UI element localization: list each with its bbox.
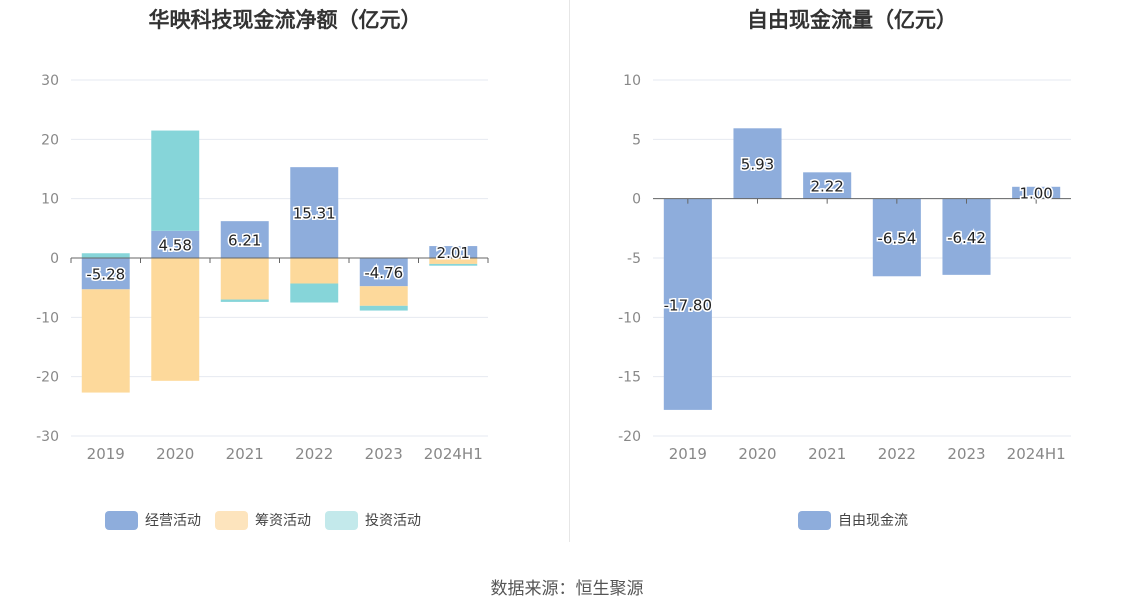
- legend-swatch-investing: [325, 510, 358, 530]
- right-x-tick-label: 2020: [738, 445, 776, 463]
- right-y-tick-label: -5: [627, 251, 641, 267]
- left-y-tick-label: 20: [41, 132, 59, 148]
- left-data-label: -5.28: [86, 266, 125, 284]
- left-chart-legend: 经营活动 筹资活动 投资活动: [105, 510, 435, 530]
- right-bar-自由现金流: [1012, 186, 1061, 199]
- left-bar-投资活动: [429, 263, 478, 266]
- right-y-tick-label: -15: [618, 370, 641, 386]
- left-x-tick-label: 2020: [156, 445, 194, 463]
- left-bar-筹资活动: [359, 286, 408, 306]
- left-x-tick-label: 2022: [295, 445, 333, 463]
- left-bar-筹资活动: [290, 258, 339, 284]
- data-source: 数据来源：恒生聚源: [490, 579, 644, 599]
- right-data-label: 1.00: [1019, 185, 1052, 203]
- left-bar-投资活动: [290, 283, 339, 303]
- left-bar-经营活动: [81, 258, 130, 290]
- legend-item-free-cash-flow[interactable]: 自由现金流: [798, 510, 908, 530]
- right-x-tick-label: 2023: [947, 445, 985, 463]
- left-bar-经营活动: [290, 167, 339, 258]
- legend-item-operating[interactable]: 经营活动: [105, 510, 201, 530]
- legend-swatch-free-cash-flow: [798, 510, 831, 530]
- left-data-label: 4.58: [159, 236, 192, 254]
- right-bar-自由现金流: [733, 128, 782, 199]
- right-chart-legend: 自由现金流: [798, 510, 922, 530]
- legend-swatch-operating: [105, 510, 138, 530]
- right-data-label: 5.93: [741, 155, 774, 173]
- right-y-tick-label: 0: [632, 192, 641, 208]
- right-data-label: -6.42: [947, 229, 986, 247]
- left-bar-投资活动: [81, 253, 130, 258]
- left-bar-经营活动: [151, 230, 200, 258]
- cash-flow-net-chart: 30 20 10 0 -10 -20 -30 2019 2020 2021 2022 2023 2024…: [36, 73, 489, 463]
- legend-label-financing: 筹资活动: [255, 513, 311, 529]
- left-y-tick-label: 0: [50, 251, 59, 267]
- right-bar-自由现金流: [872, 198, 921, 277]
- right-data-label: -6.54: [877, 229, 916, 247]
- left-x-tick-label: 2019: [87, 445, 125, 463]
- right-y-tick-label: 10: [623, 73, 641, 89]
- right-x-tick-label: 2022: [878, 445, 916, 463]
- left-data-label: 2.01: [437, 244, 470, 262]
- left-bar-筹资活动: [151, 258, 200, 381]
- legend-label-free-cash-flow: 自由现金流: [838, 513, 908, 529]
- left-bar-经营活动: [359, 258, 408, 287]
- left-chart-title: 华映科技现金流净额（亿元）: [148, 8, 422, 32]
- legend-swatch-financing: [215, 510, 248, 530]
- legend-item-financing[interactable]: 筹资活动: [215, 510, 311, 530]
- right-x-tick-label: 2024H1: [1007, 445, 1066, 463]
- left-y-tick-label: 30: [41, 73, 59, 89]
- left-y-tick-label: -30: [36, 429, 59, 445]
- left-x-tick-label: 2023: [365, 445, 403, 463]
- right-x-tick-label: 2019: [669, 445, 707, 463]
- right-data-label: 2.22: [810, 177, 843, 195]
- panel-divider: [569, 0, 570, 542]
- right-y-tick-label: -20: [618, 429, 641, 445]
- left-data-label: -4.76: [364, 264, 403, 282]
- legend-label-investing: 投资活动: [365, 513, 421, 529]
- left-bar-筹资活动: [429, 258, 478, 264]
- right-y-tick-label: -10: [618, 310, 641, 326]
- left-bar-投资活动: [220, 299, 269, 302]
- left-bar-投资活动: [151, 130, 200, 231]
- left-data-label: 6.21: [228, 232, 261, 250]
- right-chart-title: 自由现金流量（亿元）: [747, 8, 957, 32]
- right-bar-自由现金流: [663, 198, 712, 410]
- free-cash-flow-chart: 10 5 0 -5 -10 -15 -20 2019 2020 2021 2022 2023 2024H…: [618, 73, 1071, 463]
- legend-label-operating: 经营活动: [145, 513, 201, 529]
- right-bar-自由现金流: [803, 172, 852, 199]
- left-x-tick-label: 2024H1: [424, 445, 483, 463]
- right-y-tick-label: 5: [632, 132, 641, 148]
- left-bar-经营活动: [220, 221, 269, 258]
- left-x-tick-label: 2021: [226, 445, 264, 463]
- right-bar-自由现金流: [942, 198, 991, 275]
- left-bar-投资活动: [359, 305, 408, 311]
- left-bar-经营活动: [429, 246, 478, 258]
- legend-item-investing[interactable]: 投资活动: [325, 510, 421, 530]
- left-bar-筹资活动: [81, 289, 130, 393]
- right-data-label: -17.80: [664, 296, 712, 314]
- left-y-tick-label: 10: [41, 192, 59, 208]
- left-y-tick-label: -20: [36, 370, 59, 386]
- left-bar-筹资活动: [220, 258, 269, 300]
- left-y-tick-label: -10: [36, 310, 59, 326]
- left-data-label: 15.31: [293, 205, 336, 223]
- right-x-tick-label: 2021: [808, 445, 846, 463]
